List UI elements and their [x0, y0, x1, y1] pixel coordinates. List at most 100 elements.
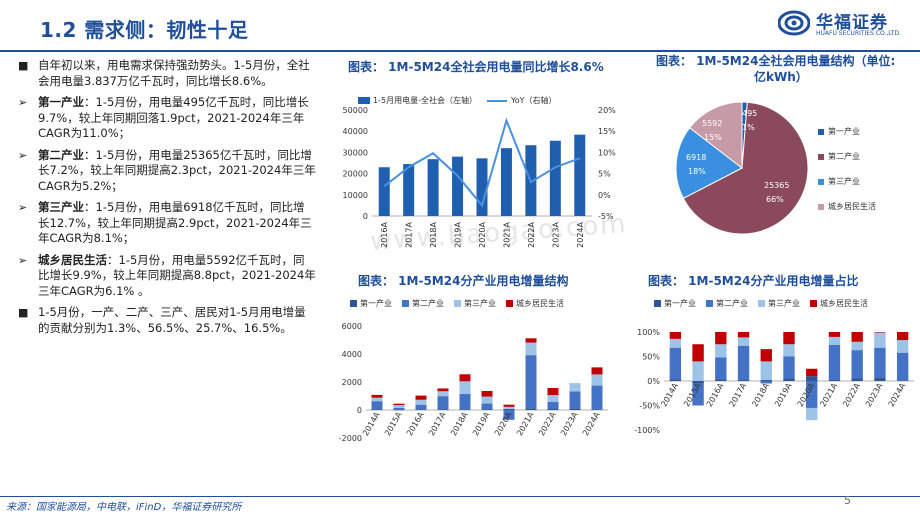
legend-swatch — [454, 300, 461, 307]
stacked-bar-segment — [591, 409, 603, 410]
stacked-bar-segment — [828, 336, 841, 345]
stacked-bar-segment — [692, 344, 704, 362]
stacked-bar-segment — [459, 374, 471, 382]
legend-label: 第一产业 — [360, 299, 392, 308]
x-tick-label: 2023A — [559, 410, 580, 437]
y-right-tick-label: 5% — [598, 170, 611, 179]
legend-label: 第二产业 — [412, 299, 444, 308]
stacked-bar-segment — [437, 409, 449, 410]
stacked-bar-segment — [692, 383, 704, 406]
stacked-bar-segment — [525, 338, 537, 343]
stacked-bar-segment — [481, 403, 493, 410]
bar-total-usage — [476, 158, 488, 216]
legend-item: 第二产业 — [706, 298, 748, 309]
pie-value-label: 25365 — [764, 181, 789, 190]
stacked-bar-segment — [371, 397, 383, 402]
stacked-bar-segment — [851, 350, 863, 379]
stacked-bar-segment — [715, 332, 727, 345]
stacked-bar-segment — [481, 409, 493, 410]
chart-increment: -2000 0 2000 4000 6000 2014A 2015A 2016A 2017A 20… — [330, 318, 612, 488]
legend-swatch — [810, 300, 817, 307]
stacked-bar-segment — [569, 383, 581, 392]
bar-total-usage — [452, 156, 464, 216]
stacked-bar-segment — [503, 404, 515, 407]
legend-item: 第一产业 — [818, 126, 876, 137]
y-right-tick-label: 10% — [598, 148, 616, 157]
legend-increment: 第一产业 第二产业 第三产业 城乡居民生活 — [350, 298, 574, 309]
y-tick-label: 0% — [647, 377, 660, 386]
x-tick-label: 2019A — [471, 410, 492, 437]
legend-item: 城乡居民生活 — [810, 298, 868, 309]
stacked-bar-segment — [459, 393, 471, 410]
bullet-text: ：1-5月份，用电量6918亿千瓦时，同比增长12.7%，较上年同期提高2.9p… — [38, 200, 312, 245]
y-tick-label: 2000 — [342, 378, 362, 387]
x-tick-label: 2022A — [527, 221, 536, 247]
stacked-bar-segment — [569, 391, 581, 409]
chart-title-share: 图表： 1M-5M24分产业用电增量占比 — [648, 274, 859, 288]
x-tick-label: 2018A — [750, 381, 771, 408]
stacked-bar-segment — [806, 407, 818, 421]
stacked-bar-segment — [459, 381, 471, 394]
x-tick-label: 2016A — [380, 221, 389, 247]
stacked-bar-segment — [669, 338, 682, 348]
x-tick-label: 2024A — [887, 381, 908, 408]
stacked-bar-segment — [692, 361, 704, 381]
chart-structure-pie: 495 1% 25365 66% 6918 18% 5592 15% — [672, 98, 812, 238]
legend-label: 第三产业 — [828, 177, 860, 186]
stacked-bar-segment — [415, 399, 427, 405]
chart-title-total-usage: 图表： 1M-5M24全社会用电量同比增长8.6% — [348, 60, 604, 74]
y-left-tick-label: 20000 — [343, 170, 368, 179]
legend-swatch — [506, 300, 513, 307]
bar-total-usage — [427, 159, 439, 216]
stacked-bar-segment — [481, 390, 493, 397]
stacked-bar-segment — [525, 355, 537, 409]
stacked-bar-segment — [874, 332, 886, 348]
y-left-tick-label: 40000 — [343, 127, 368, 136]
legend-share: 第一产业 第二产业 第三产业 城乡居民生活 — [654, 298, 878, 309]
pie-percent-label: 1% — [742, 123, 755, 132]
bullet-text: ：1-5月份，用电量495亿千瓦时，同比增长9.7%，较上年同期回落1.9pct… — [38, 95, 309, 140]
pie-slice — [675, 127, 743, 200]
legend-structure: 第一产业 第二产业 第三产业 城乡居民生活 — [818, 126, 876, 226]
stacked-bar-segment — [591, 374, 603, 386]
bar-total-usage — [500, 148, 512, 216]
y-tick-label: 0 — [357, 406, 362, 415]
legend-item: 第二产业 — [818, 151, 876, 162]
stacked-bar-segment — [828, 380, 841, 381]
bullet-text: ：1-5月份，用电量25365亿千瓦时，同比增长7.2%，较上年同期提高2.3p… — [38, 147, 316, 193]
chart-total-usage: 0 10000 20000 30000 40000 50000 -5% 0% 5% 10% 15% 2… — [330, 104, 630, 256]
bullet-item: ➢ 第三产业：1-5月份，用电量6918亿千瓦时，同比增长12.7%，较上年同期提… — [18, 200, 316, 247]
stacked-bar-segment — [591, 367, 603, 375]
stacked-bar-segment — [669, 379, 682, 381]
stacked-bar-segment — [503, 406, 515, 409]
title-divider — [0, 50, 920, 52]
stacked-bar-segment — [896, 332, 909, 341]
y-tick-label: 6000 — [342, 322, 362, 331]
y-tick-label: 100% — [637, 328, 660, 337]
x-tick-label: 2016A — [705, 381, 726, 408]
stacked-bar-segment — [760, 381, 772, 384]
stacked-bar-segment — [783, 332, 795, 345]
huafu-logo-icon — [778, 10, 810, 36]
x-tick-label: 2023A — [551, 221, 560, 247]
stacked-bar-segment — [896, 380, 909, 381]
x-tick-label: 2017A — [405, 221, 414, 247]
stacked-bar-segment — [503, 408, 515, 410]
stacked-bar-segment — [715, 357, 727, 380]
legend-label: 第三产业 — [768, 299, 800, 308]
legend-label: 第二产业 — [828, 152, 860, 161]
legend-item: 第二产业 — [402, 298, 444, 309]
stacked-bar-segment — [569, 408, 581, 410]
pie-value-label: 6918 — [686, 153, 706, 162]
stacked-bar-segment — [896, 352, 909, 381]
legend-label: 城乡居民生活 — [516, 299, 564, 308]
slide-title: 1.2 需求侧：韧性十足 — [40, 18, 249, 42]
stacked-bar-segment — [415, 404, 427, 410]
stacked-bar-segment — [806, 368, 818, 377]
stacked-bar-segment — [437, 396, 449, 410]
y-right-tick-label: 15% — [598, 127, 616, 136]
y-tick-label: -2000 — [339, 434, 362, 443]
stacked-bar-segment — [437, 388, 449, 392]
chart-title-increment: 图表： 1M-5M24分产业用电增量结构 — [358, 274, 569, 288]
x-tick-label: 2024A — [581, 410, 602, 437]
